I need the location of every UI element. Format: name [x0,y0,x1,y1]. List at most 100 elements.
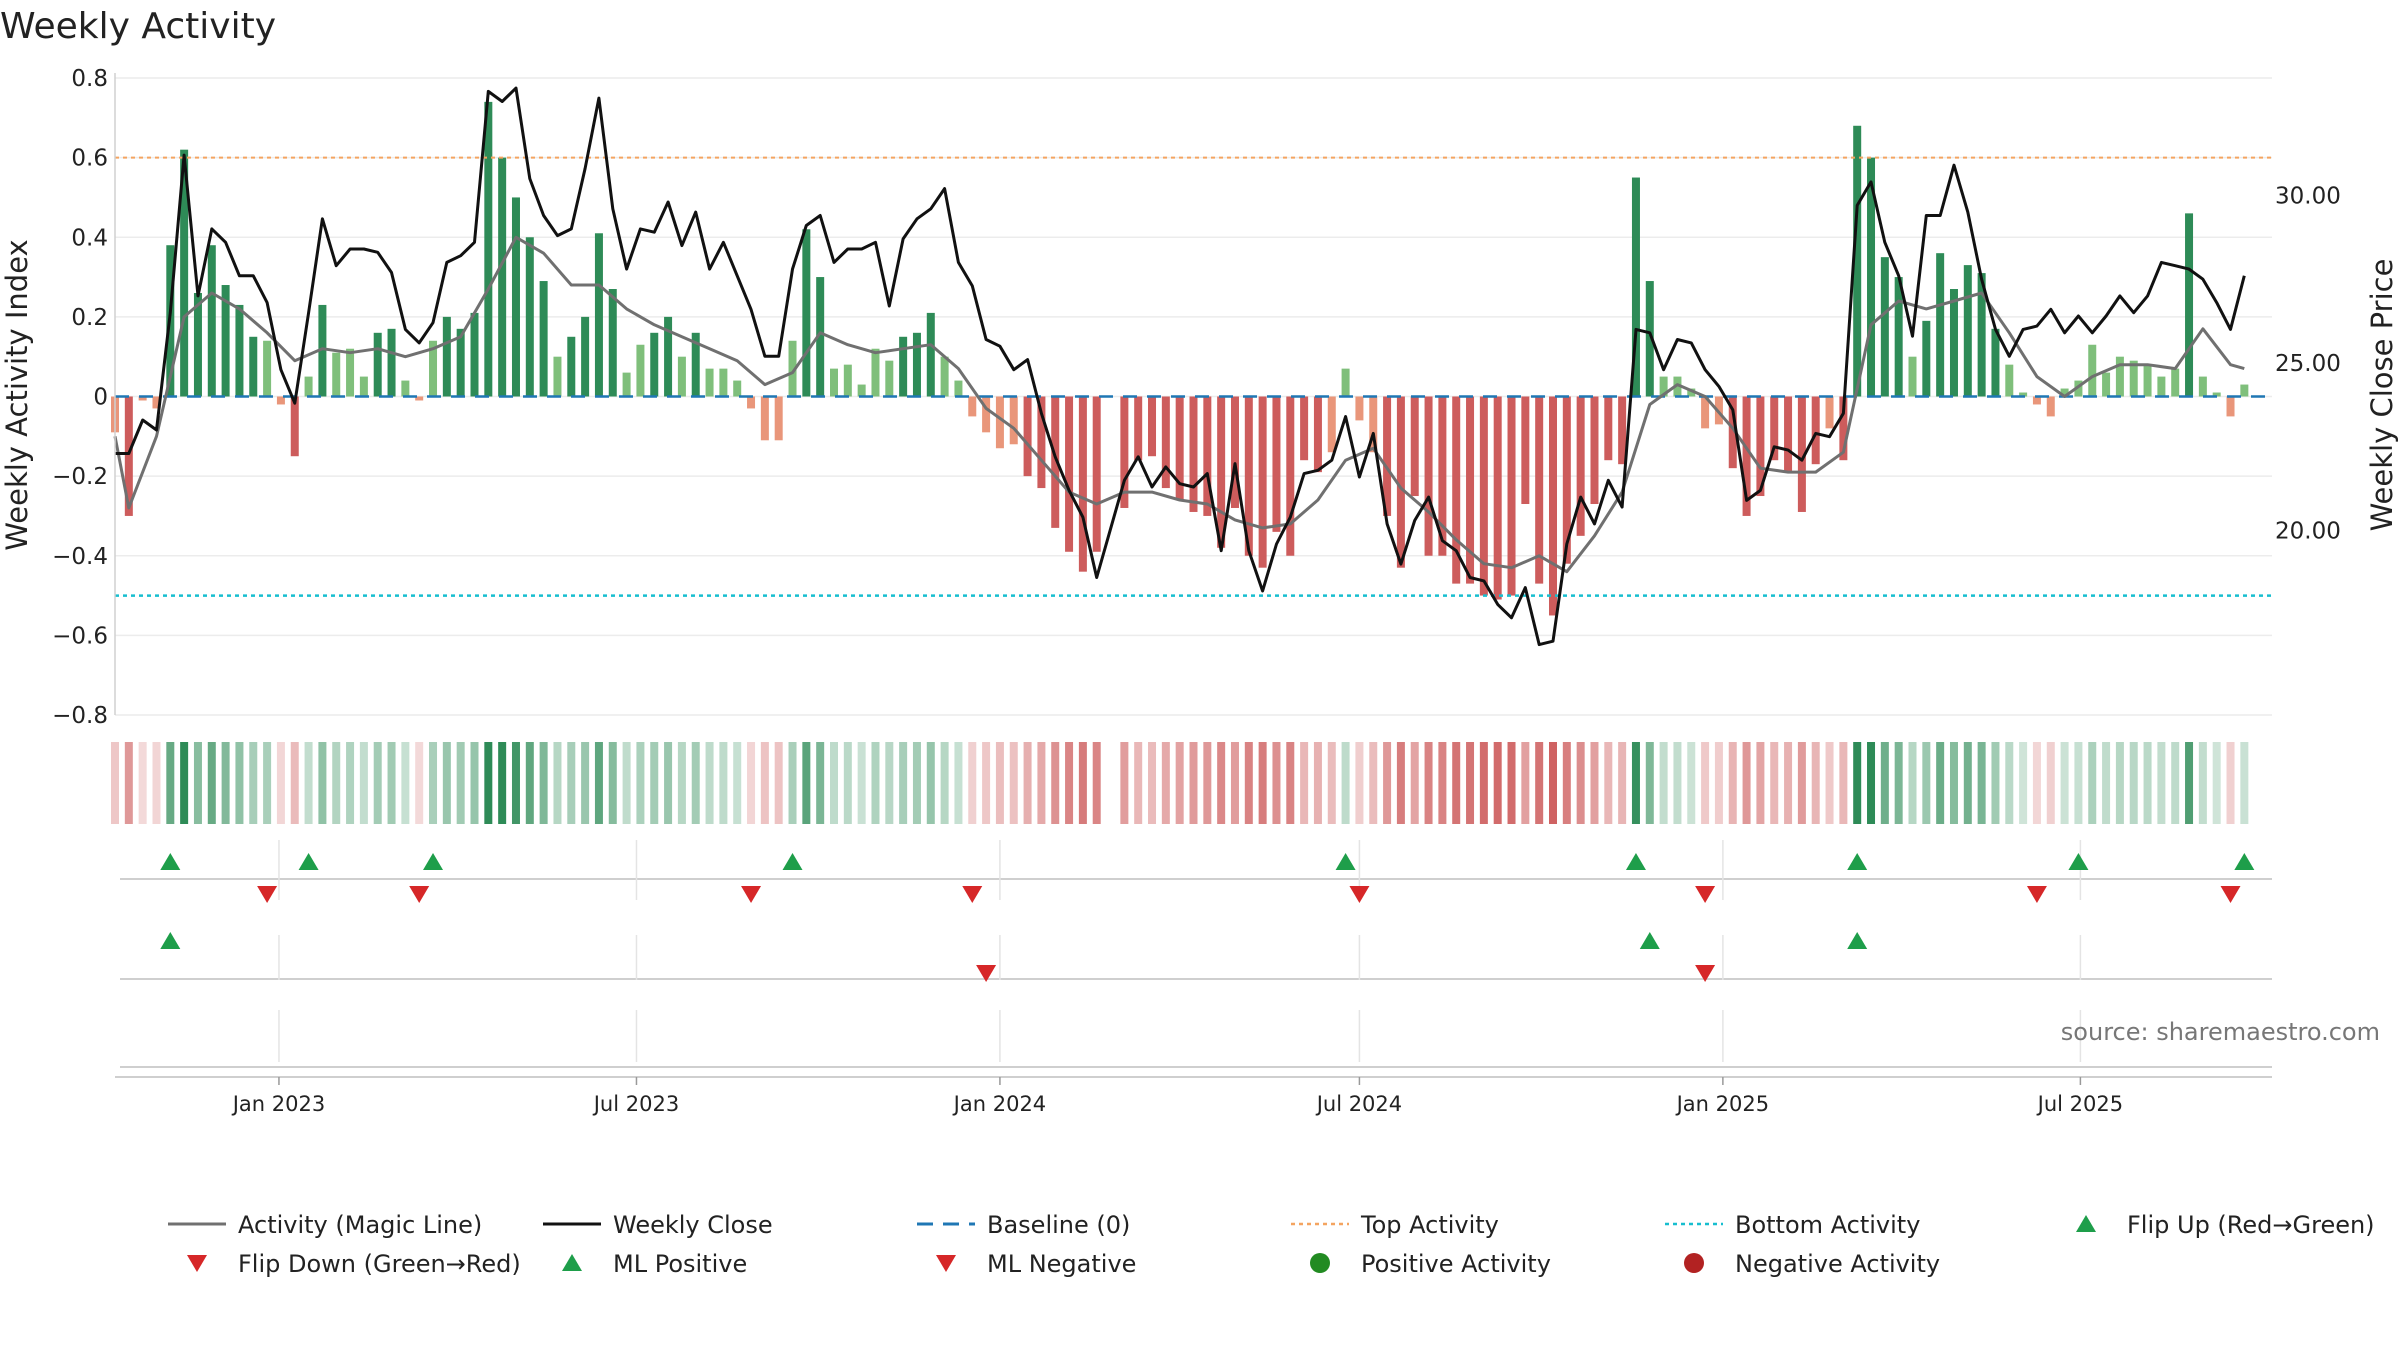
activity-bar [304,376,313,397]
activity-bar [387,328,396,397]
activity-bar [346,348,355,397]
y-tick-label: −0.8 [52,703,108,729]
activity-bar [553,356,562,397]
grid-layer [115,77,2272,1078]
strip-cell [1230,742,1239,824]
strip-cell [152,742,161,824]
strip-cell [511,742,520,824]
activity-bar [1479,396,1488,596]
activity-bar [1535,396,1544,584]
strip-cell [1825,742,1834,824]
activity-bar [1189,396,1198,512]
ml-negative-marker [1695,965,1716,982]
activity-bar [774,396,783,441]
strip-cell [484,742,493,824]
activity-bar [373,332,382,397]
strip-cell [1728,742,1737,824]
strip-cell [1037,742,1046,824]
strip-cell [332,742,341,824]
strip-cell [1894,742,1903,824]
strip-cell [290,742,299,824]
strip-cell [2143,742,2152,824]
activity-bar [1604,396,1613,461]
activity-bar [885,360,894,397]
strip-cell [166,742,175,824]
strip-cell [2240,742,2249,824]
strip-cell [429,742,438,824]
activity-bar [1756,396,1765,497]
source-credit: source: sharemaestro.com [2061,1018,2380,1046]
ml-positive-marker [1639,932,1660,949]
activity-bar [1742,396,1751,516]
legend-item: Activity (Magic Line) [168,1211,482,1239]
strip-cell [1590,742,1599,824]
x-tick-label: Jan 2025 [1675,1092,1770,1116]
activity-bar [2143,364,2152,397]
activity-bar [1784,396,1793,473]
strip-cell [954,742,963,824]
flip-up-marker [298,853,319,870]
activity-bar [1894,277,1903,397]
activity-bar [1272,396,1281,532]
legend-item: Baseline (0) [917,1211,1130,1239]
strip-cell [1936,742,1945,824]
strip-cell [788,742,797,824]
activity-bar [1549,396,1557,616]
strip-cell [1908,742,1917,824]
strip-cell [608,742,617,824]
strip-cell [830,742,838,824]
legend-swatch [562,1254,582,1271]
flip-down-marker [257,886,278,903]
strip-cell [2060,742,2069,824]
flip-up-marker [1625,853,1646,870]
activity-bar [1175,396,1184,501]
legend-label: Positive Activity [1361,1250,1551,1278]
strip-cell [926,742,935,824]
strip-cell [1922,742,1931,824]
strip-cell [691,742,700,824]
strip-cell [442,742,451,824]
activity-bar [1770,396,1779,461]
activity-bar [995,396,1004,449]
activity-bar [1161,396,1170,489]
activity-bar [1922,320,1931,397]
activity-bar [263,340,272,397]
strip-cell [249,742,258,824]
activity-bar [816,277,825,397]
strip-cell [885,742,894,824]
flip-up-marker [160,853,181,870]
activity-bar [221,285,230,397]
legend-label: Activity (Magic Line) [238,1211,482,1239]
strip-cell [650,742,659,824]
legend: Activity (Magic Line) Weekly Close Baselin… [168,1211,2375,1278]
activity-bar [1355,396,1364,421]
strip-cell [1521,742,1530,824]
strip-cell [1341,742,1350,824]
strip-cell [1576,742,1585,824]
activity-bar [401,380,410,397]
strip-cell [1839,742,1848,824]
activity-bar [664,316,673,397]
legend-label: Negative Activity [1735,1250,1940,1278]
x-tick-label: Jan 2024 [952,1092,1047,1116]
strip-cell [221,742,230,824]
activity-bar [2005,364,2014,397]
y2-axis-title: Weekly Close Price [2365,259,2399,532]
activity-bar [1963,265,1972,397]
activity-bar [2212,392,2221,397]
strip-cell [1466,742,1475,824]
strip-cell [2102,742,2111,824]
activity-bar [760,396,769,441]
strip-cell [871,742,880,824]
strip-cell [664,742,673,824]
flip-up-marker [1847,853,1868,870]
strip-cell [1065,742,1074,824]
strip-cell [1203,742,1212,824]
strip-cell [1134,742,1143,824]
flip-down-marker [741,886,762,903]
strip-cell [1784,742,1793,824]
activity-bar [1853,125,1862,397]
strip-cell [1189,742,1198,824]
activity-bar [581,316,590,397]
axes-layer: −0.8 −0.6 −0.4 −0.2 0 0.2 0.4 0.6 0.8 20.00 25.00 3… [52,66,2341,1116]
